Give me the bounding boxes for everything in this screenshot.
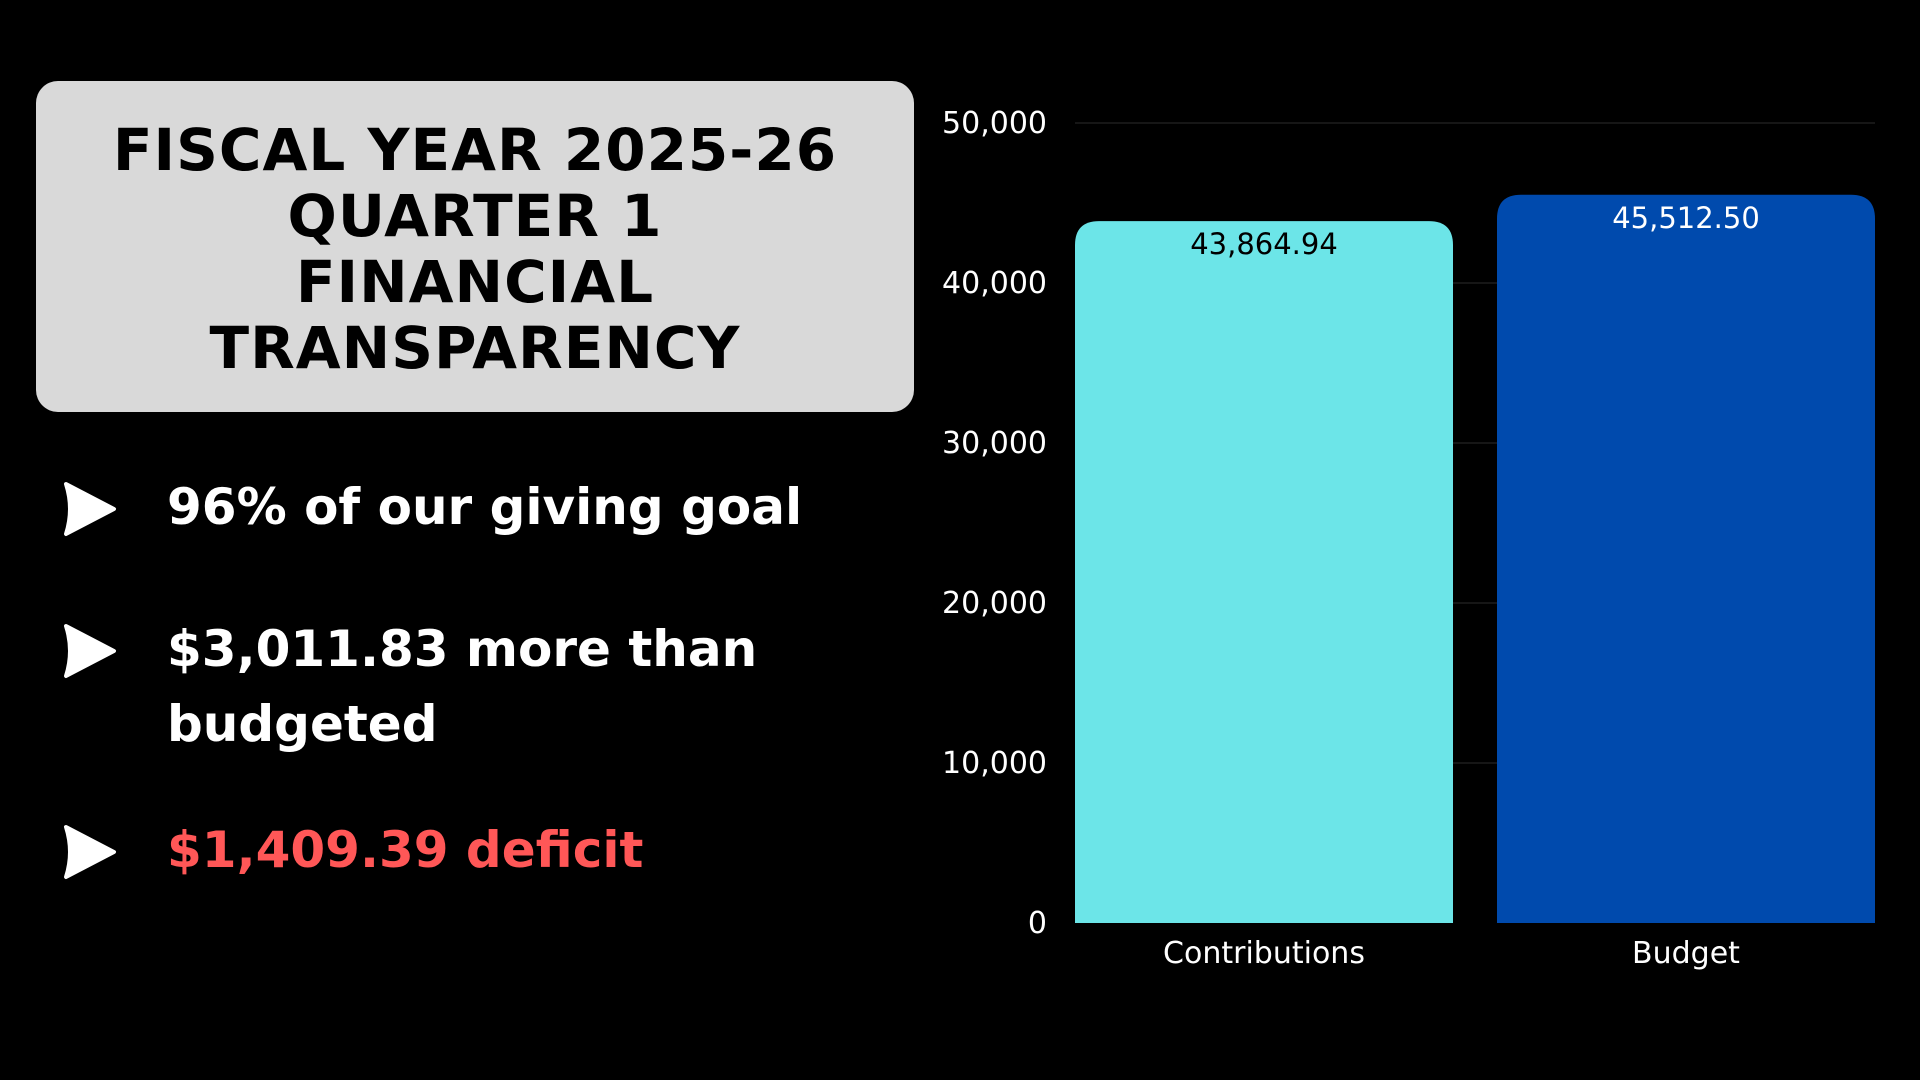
bar-value-label: 45,512.50	[1612, 201, 1760, 235]
arrow-right-icon	[64, 482, 116, 536]
x-tick-label: Contributions	[1163, 936, 1365, 971]
arrow-right-icon	[64, 825, 116, 879]
arrow-right-icon	[64, 624, 116, 678]
title-line: TRANSPARENCY	[209, 314, 741, 382]
title-box: FISCAL YEAR 2025-26 QUARTER 1 FINANCIAL …	[36, 81, 914, 412]
bar-value-label: 43,864.94	[1190, 227, 1338, 261]
y-tick-label: 40,000	[942, 266, 1047, 301]
y-tick-label: 50,000	[942, 106, 1047, 141]
bullet-text: $3,011.83 more than budgeted	[167, 620, 758, 753]
y-tick-label: 30,000	[942, 426, 1047, 461]
bar-chart: 43,864.94 Contributions 45,512.50 Budget 0 10…	[942, 106, 1875, 971]
y-tick-label: 10,000	[942, 746, 1047, 781]
x-tick-label: Budget	[1632, 936, 1740, 971]
bullet-text: 96% of our giving goal	[167, 478, 803, 536]
y-tick-label: 20,000	[942, 586, 1047, 621]
bullet-text: $1,409.39 deficit	[167, 821, 644, 879]
bar-contributions	[1075, 221, 1453, 924]
bar-budget	[1497, 194, 1875, 924]
title-line: FISCAL YEAR 2025-26	[112, 116, 838, 184]
y-tick-label: 0	[1028, 906, 1047, 941]
title-line: FINANCIAL	[295, 248, 655, 316]
title-line: QUARTER 1	[287, 182, 663, 250]
